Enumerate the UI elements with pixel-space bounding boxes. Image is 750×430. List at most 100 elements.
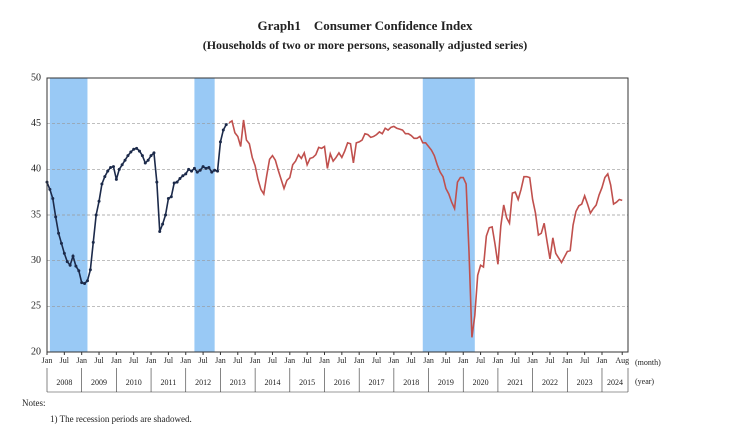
data-point	[100, 182, 104, 186]
data-point	[224, 123, 228, 127]
y-tick-label: 40	[31, 164, 41, 175]
year-label: 2014	[264, 378, 280, 387]
data-point	[161, 222, 165, 226]
x-tick-label: Jan	[111, 356, 122, 365]
data-point	[166, 197, 170, 201]
data-point	[114, 177, 118, 181]
x-tick-label: Jul	[372, 356, 382, 365]
data-point	[57, 231, 61, 235]
x-tick-label: Jan	[423, 356, 434, 365]
data-point	[126, 154, 130, 158]
x-tick-label: Jan	[284, 356, 295, 365]
x-tick-label: Jul	[580, 356, 590, 365]
x-tick-label: Jan	[354, 356, 365, 365]
data-point	[91, 240, 95, 244]
year-label: 2023	[577, 378, 593, 387]
data-point	[213, 168, 217, 172]
data-point	[195, 170, 199, 174]
data-point	[135, 146, 139, 150]
year-axis-label: (year)	[635, 377, 654, 386]
note: 1) The recession periods are shadowed.	[50, 414, 192, 424]
data-point	[152, 151, 156, 155]
data-point	[218, 140, 222, 144]
data-point	[68, 263, 72, 267]
x-tick-label: Jan	[250, 356, 261, 365]
data-point	[190, 169, 194, 173]
data-point	[48, 187, 52, 191]
data-point	[103, 175, 107, 179]
data-point	[210, 170, 214, 174]
month-axis-label: (month)	[635, 358, 661, 367]
data-point	[198, 168, 202, 172]
data-point	[221, 128, 225, 132]
x-tick-label: Jul	[268, 356, 278, 365]
x-tick-label: Jan	[76, 356, 87, 365]
data-point	[65, 260, 69, 264]
data-point	[175, 180, 179, 184]
x-tick-label: Jan	[389, 356, 400, 365]
notes-title: Notes:	[22, 398, 46, 408]
x-tick-label: Jan	[493, 356, 504, 365]
plot-frame	[46, 77, 629, 353]
year-label: 2008	[56, 378, 72, 387]
x-tick-label: Jul	[198, 356, 208, 365]
data-point	[129, 150, 133, 154]
data-point	[137, 149, 141, 153]
chart-title: Graph1 Consumer Confidence Index	[257, 18, 473, 33]
data-point	[164, 213, 168, 217]
year-label: 2013	[230, 378, 246, 387]
data-point	[192, 166, 196, 170]
x-tick-label: Aug	[615, 356, 629, 365]
x-tick-label: Jul	[60, 356, 70, 365]
x-tick-label: Jul	[233, 356, 243, 365]
data-point	[117, 167, 121, 171]
data-point	[85, 279, 89, 283]
data-point	[216, 169, 220, 173]
data-point	[94, 213, 98, 217]
data-point	[158, 229, 162, 233]
year-label: 2022	[542, 378, 558, 387]
data-point	[149, 154, 153, 158]
data-point	[207, 166, 211, 170]
year-label: 2012	[195, 378, 211, 387]
series-line	[228, 119, 623, 338]
data-point	[59, 241, 63, 245]
year-label: 2018	[403, 378, 419, 387]
y-tick-label: 50	[31, 72, 41, 83]
y-tick-label: 45	[31, 118, 41, 129]
data-point	[51, 197, 55, 201]
data-point	[181, 174, 185, 178]
year-label: 2021	[507, 378, 523, 387]
data-point	[123, 158, 127, 162]
x-tick-label: Jul	[129, 356, 139, 365]
x-tick-label: Jul	[164, 356, 174, 365]
data-point	[120, 163, 124, 167]
data-point	[54, 215, 58, 219]
year-label: 2020	[473, 378, 489, 387]
data-point	[132, 147, 136, 151]
x-tick-label: Jul	[337, 356, 347, 365]
data-point	[172, 181, 176, 185]
year-label: 2024	[607, 378, 623, 387]
x-tick-label: Jan	[42, 356, 53, 365]
chart-subtitle: (Households of two or more persons, seas…	[203, 38, 528, 52]
data-point	[184, 172, 188, 176]
data-point	[80, 281, 84, 285]
data-point	[111, 165, 115, 169]
y-tick-label: 35	[31, 209, 41, 220]
year-label: 2017	[369, 378, 385, 387]
x-tick-label: Jul	[545, 356, 555, 365]
year-label: 2015	[299, 378, 315, 387]
x-tick-label: Jul	[511, 356, 521, 365]
x-tick-label: Jan	[597, 356, 608, 365]
data-point	[77, 269, 81, 273]
x-tick-label: Jan	[180, 356, 191, 365]
data-point	[169, 195, 173, 199]
y-tick-label: 20	[31, 346, 41, 357]
x-tick-label: Jul	[441, 356, 451, 365]
year-label: 2016	[334, 378, 350, 387]
x-tick-label: Jan	[319, 356, 330, 365]
year-label: 2011	[161, 378, 177, 387]
x-tick-label: Jul	[94, 356, 104, 365]
year-label: 2019	[438, 378, 454, 387]
